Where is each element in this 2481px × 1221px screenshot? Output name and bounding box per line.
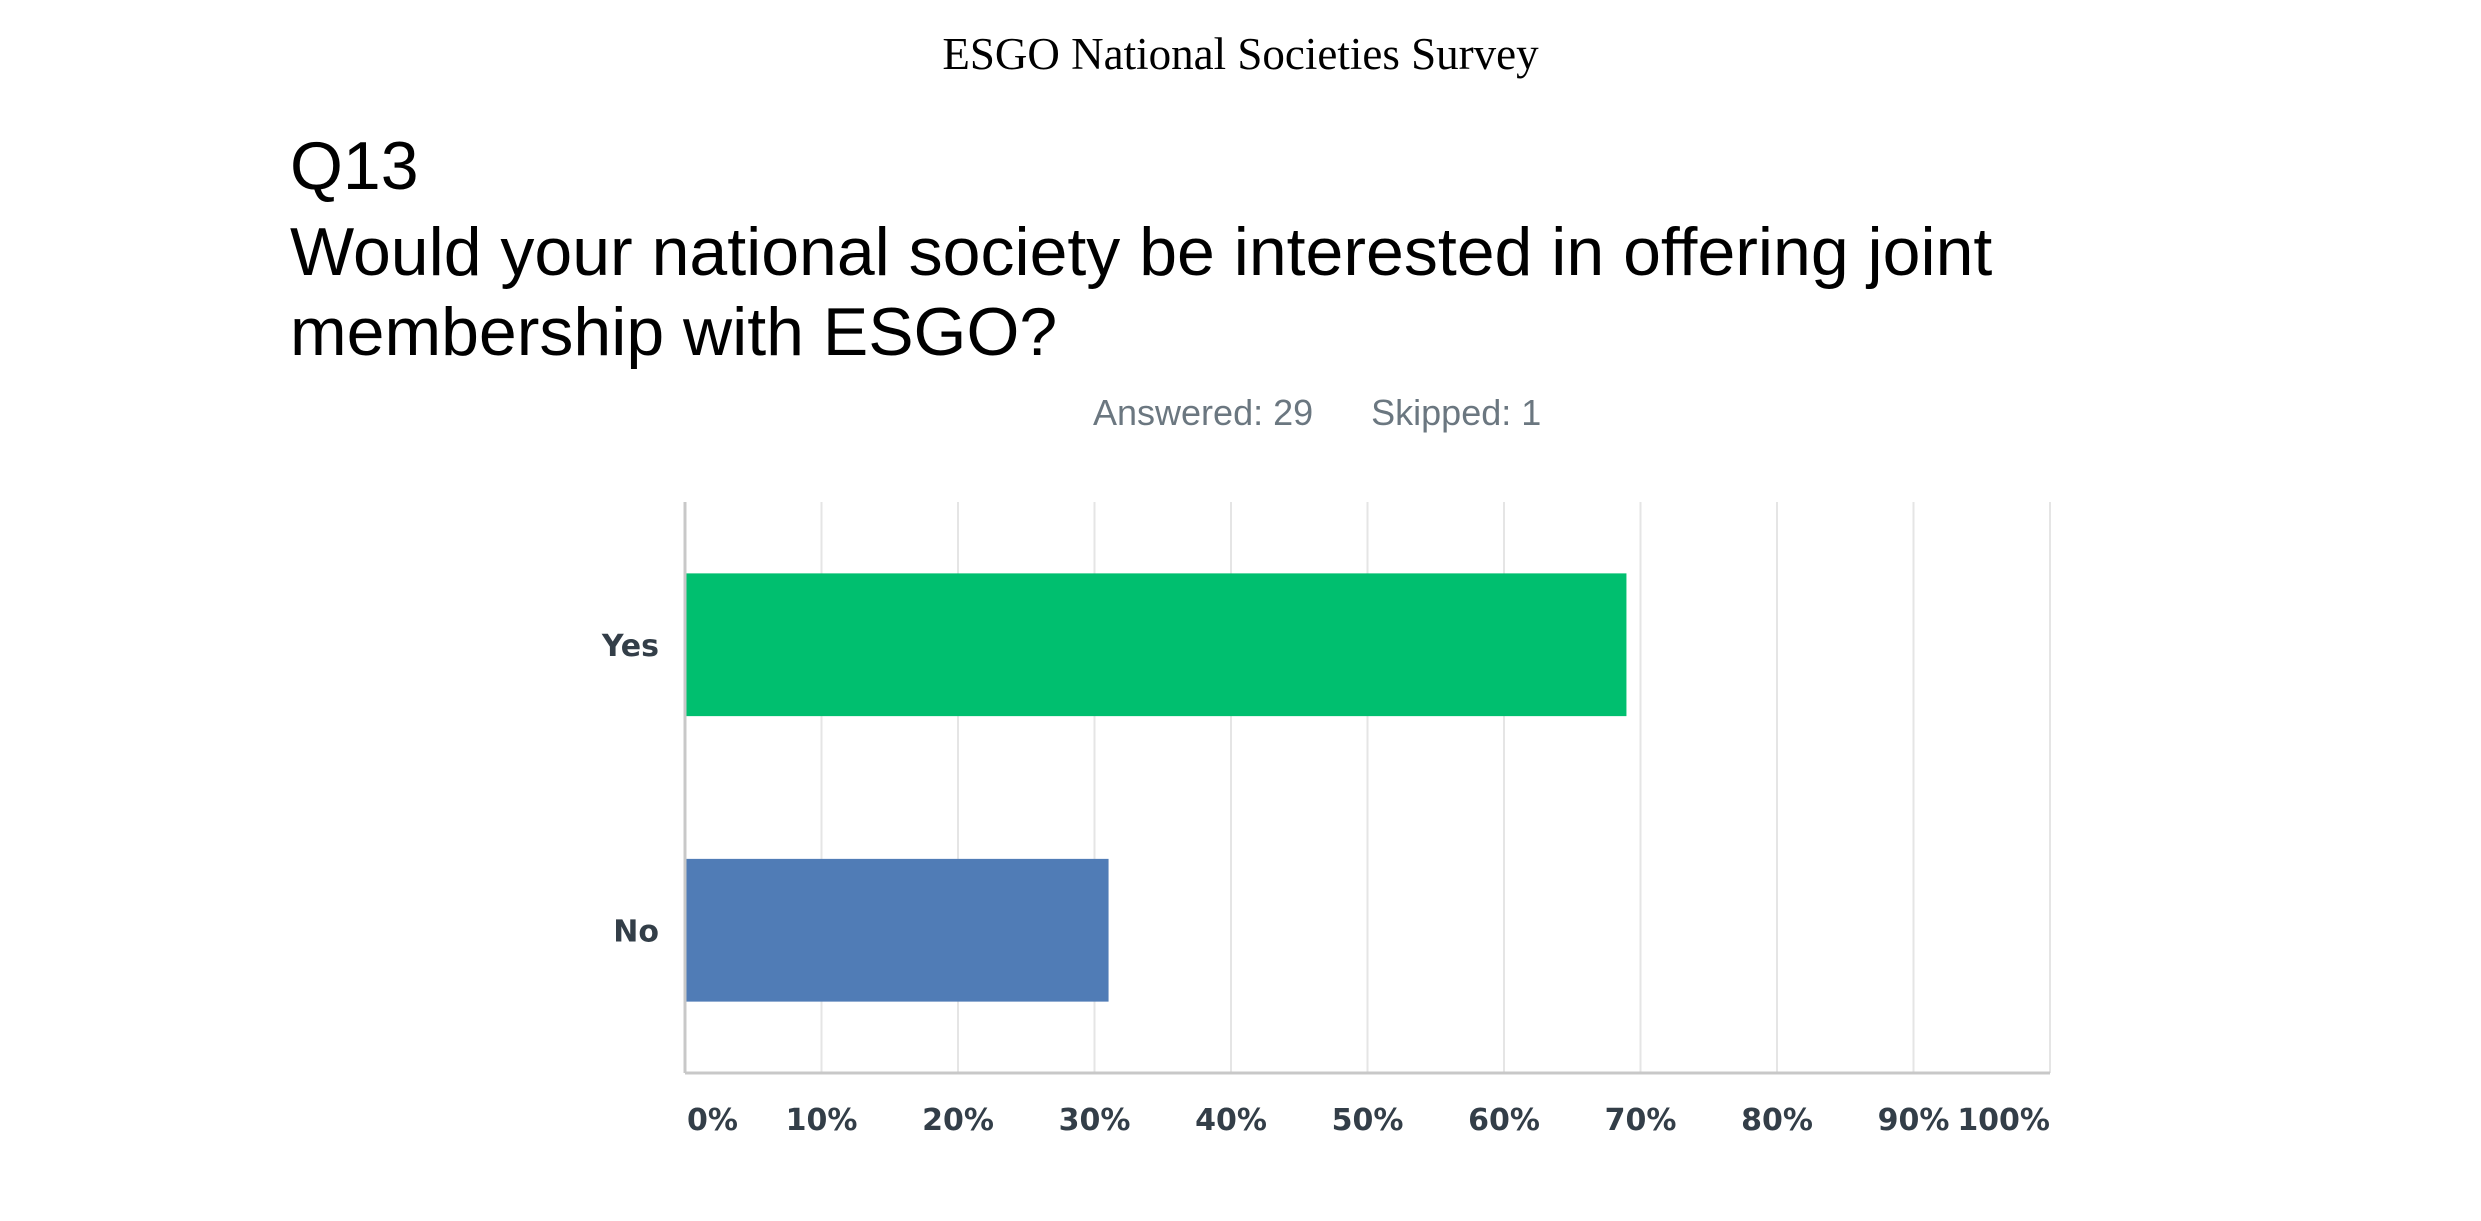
bars — [685, 573, 1627, 1002]
answered-count: Answered: 29 — [1093, 392, 1314, 433]
document-header: ESGO National Societies Survey — [942, 29, 1539, 79]
axes — [683, 502, 2050, 1075]
x-tick-label: 100% — [1957, 1103, 2050, 1138]
question-text: Would your national society be intereste… — [290, 214, 1993, 370]
x-tick-label: 50% — [1332, 1103, 1404, 1138]
category-label: Yes — [601, 629, 659, 664]
x-tick-label: 0% — [687, 1103, 738, 1138]
x-tick-label: 80% — [1741, 1103, 1813, 1138]
question-number: Q13 — [290, 128, 419, 204]
x-tick-label: 30% — [1059, 1103, 1131, 1138]
bar-yes[interactable] — [685, 573, 1627, 717]
x-tick-label: 40% — [1195, 1103, 1267, 1138]
response-stats: Answered: 29 Skipped: 1 — [1093, 395, 1541, 431]
category-label: No — [613, 914, 659, 949]
x-tick-label: 60% — [1468, 1103, 1540, 1138]
x-tick-label: 10% — [786, 1103, 858, 1138]
labels: 0% 10% 20% 30% 40% 50% 60% 70% 80% 90% 100% Yes No — [601, 629, 2050, 1138]
x-tick-label: 20% — [922, 1103, 994, 1138]
bar-no[interactable] — [685, 858, 1109, 1002]
x-tick-label: 90% — [1878, 1103, 1950, 1138]
skipped-count: Skipped: 1 — [1371, 392, 1542, 433]
x-tick-label: 70% — [1605, 1103, 1677, 1138]
